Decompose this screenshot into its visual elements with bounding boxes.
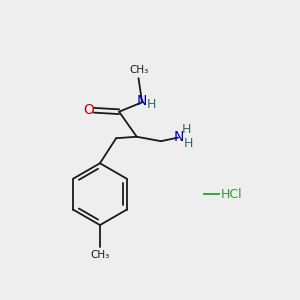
Text: H: H: [147, 98, 156, 111]
Text: HCl: HCl: [221, 188, 242, 201]
Text: O: O: [83, 103, 94, 117]
Text: CH₃: CH₃: [90, 250, 110, 260]
Text: H: H: [182, 124, 191, 136]
Text: CH₃: CH₃: [129, 64, 148, 75]
Text: N: N: [137, 94, 147, 108]
Text: N: N: [174, 130, 184, 144]
Text: H: H: [184, 137, 193, 150]
